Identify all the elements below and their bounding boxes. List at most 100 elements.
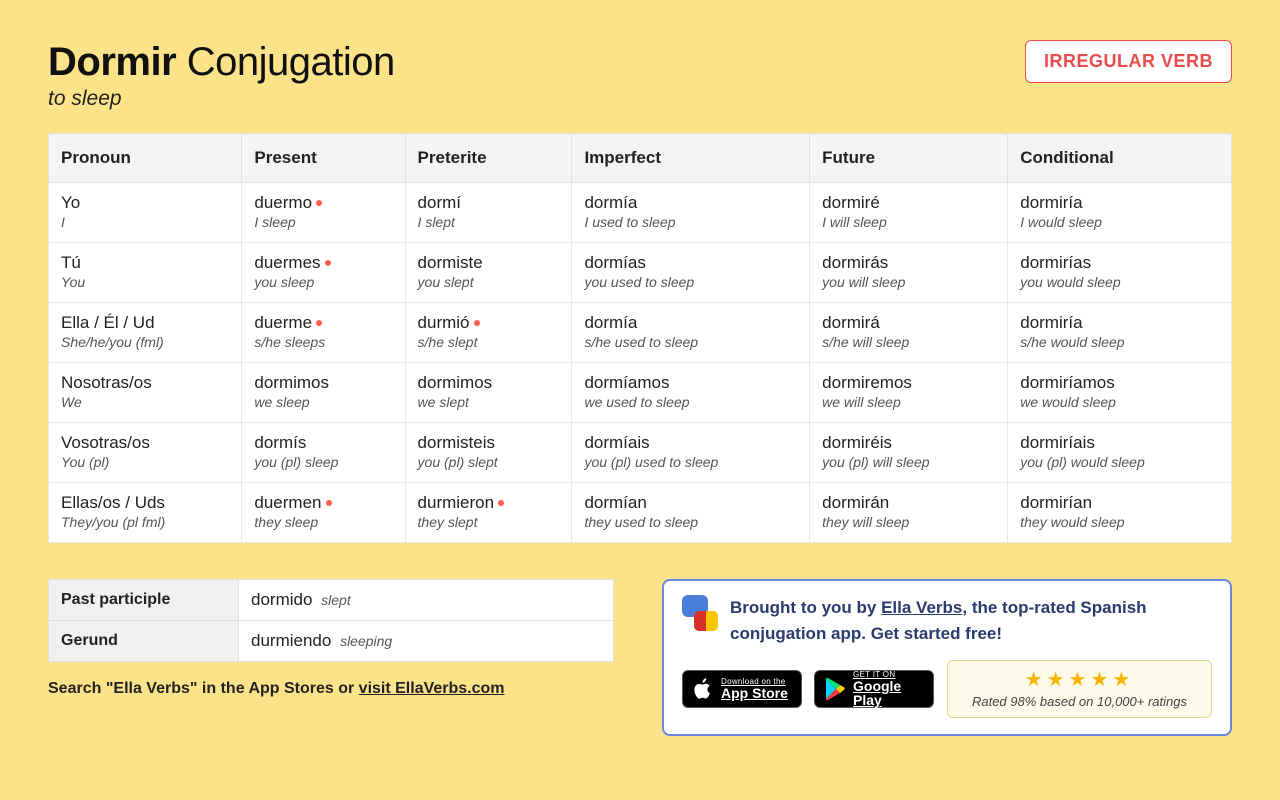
pronoun-main: Tú	[61, 253, 229, 273]
conjugation-sub: you slept	[418, 274, 560, 290]
past-participle-sub: slept	[321, 592, 351, 608]
conjugation-sub: you will sleep	[822, 274, 995, 290]
irregular-dot-icon	[325, 260, 331, 266]
conjugation-main: duermes	[254, 253, 392, 273]
conjugation-cell: dormías/he used to sleep	[572, 303, 810, 363]
conjugation-cell: dormisteisyou (pl) slept	[405, 423, 572, 483]
conjugation-sub: s/he slept	[418, 334, 560, 350]
conjugation-cell: dormíaI used to sleep	[572, 183, 810, 243]
irregular-dot-icon	[498, 500, 504, 506]
conjugation-cell: dormirías/he would sleep	[1008, 303, 1232, 363]
conjugation-cell: duermes/he sleeps	[242, 303, 405, 363]
conjugation-sub: we would sleep	[1020, 394, 1219, 410]
conjugation-main: dormía	[584, 193, 797, 213]
conjugation-main: dormirán	[822, 493, 995, 513]
conjugation-main: dormí	[418, 193, 560, 213]
conjugation-cell: dormiréisyou (pl) will sleep	[810, 423, 1008, 483]
conjugation-cell: duermesyou sleep	[242, 243, 405, 303]
conjugation-main: duerme	[254, 313, 392, 333]
pronoun-sub: You (pl)	[61, 454, 229, 470]
conjugation-cell: duermoI sleep	[242, 183, 405, 243]
conjugation-cell: dormiríaisyou (pl) would sleep	[1008, 423, 1232, 483]
conjugation-main: dormiré	[822, 193, 995, 213]
play-icon	[825, 678, 845, 700]
conjugation-main: dormíais	[584, 433, 797, 453]
participle-table: Past participle dormido slept Gerund dur…	[48, 579, 614, 662]
appstore-line2: App Store	[721, 686, 788, 700]
conjugation-sub: they slept	[418, 514, 560, 530]
page-title: Dormir Conjugation	[48, 40, 395, 85]
conjugation-sub: I sleep	[254, 214, 392, 230]
column-header: Preterite	[405, 134, 572, 183]
conjugation-sub: you (pl) slept	[418, 454, 560, 470]
pronoun-cell: Vosotras/osYou (pl)	[49, 423, 242, 483]
conjugation-cell: duermenthey sleep	[242, 483, 405, 543]
gerund-value: durmiendo	[251, 631, 331, 650]
conjugation-cell: dormiránthey will sleep	[810, 483, 1008, 543]
conjugation-main: duermo	[254, 193, 392, 213]
conjugation-cell: dormísyou (pl) sleep	[242, 423, 405, 483]
conjugation-sub: s/he used to sleep	[584, 334, 797, 350]
conjugation-sub: s/he sleeps	[254, 334, 392, 350]
conjugation-sub: I used to sleep	[584, 214, 797, 230]
verb-translation: to sleep	[48, 87, 395, 111]
conjugation-cell: dormíamoswe used to sleep	[572, 363, 810, 423]
conjugation-main: dormíamos	[584, 373, 797, 393]
conjugation-cell: dormiremoswe will sleep	[810, 363, 1008, 423]
conjugation-cell: dormimoswe slept	[405, 363, 572, 423]
pronoun-main: Vosotras/os	[61, 433, 229, 453]
conjugation-sub: we sleep	[254, 394, 392, 410]
conjugation-main: dormisteis	[418, 433, 560, 453]
conjugation-sub: s/he will sleep	[822, 334, 995, 350]
conjugation-main: durmió	[418, 313, 560, 333]
promo-box: Brought to you by Ella Verbs, the top-ra…	[662, 579, 1232, 736]
column-header: Future	[810, 134, 1008, 183]
rating-line: Rated 98% based on 10,000+ ratings	[972, 694, 1187, 709]
table-row: TúYouduermesyou sleepdormisteyou sleptdo…	[49, 243, 1232, 303]
promo-link[interactable]: Ella Verbs	[881, 598, 962, 617]
conjugation-main: duermen	[254, 493, 392, 513]
rating-box: ★★★★★ Rated 98% based on 10,000+ ratings	[947, 660, 1212, 718]
conjugation-cell: dormirás/he will sleep	[810, 303, 1008, 363]
play-store-badge[interactable]: GET IT ON Google Play	[814, 670, 934, 708]
visit-link[interactable]: visit EllaVerbs.com	[359, 680, 505, 697]
pronoun-cell: TúYou	[49, 243, 242, 303]
table-row: Ella / Él / UdShe/he/you (fml)duermes/he…	[49, 303, 1232, 363]
pronoun-cell: YoI	[49, 183, 242, 243]
gerund-sub: sleeping	[340, 633, 392, 649]
conjugation-cell: durmiós/he slept	[405, 303, 572, 363]
conjugation-sub: we will sleep	[822, 394, 995, 410]
conjugation-cell: dormisteyou slept	[405, 243, 572, 303]
conjugation-main: dormimos	[254, 373, 392, 393]
conjugation-sub: they sleep	[254, 514, 392, 530]
irregular-badge: IRREGULAR VERB	[1025, 40, 1232, 83]
conjugation-sub: we slept	[418, 394, 560, 410]
app-store-badge[interactable]: Download on the App Store	[682, 670, 802, 708]
conjugation-sub: you sleep	[254, 274, 392, 290]
title-suffix: Conjugation	[187, 40, 395, 84]
conjugation-main: durmieron	[418, 493, 560, 513]
conjugation-sub: I slept	[418, 214, 560, 230]
conjugation-main: dormís	[254, 433, 392, 453]
conjugation-cell: dormíanthey used to sleep	[572, 483, 810, 543]
pronoun-sub: We	[61, 394, 229, 410]
pronoun-cell: Ellas/os / UdsThey/you (pl fml)	[49, 483, 242, 543]
pronoun-cell: Nosotras/osWe	[49, 363, 242, 423]
verb-name: Dormir	[48, 40, 176, 84]
pronoun-sub: She/he/you (fml)	[61, 334, 229, 350]
pronoun-sub: I	[61, 214, 229, 230]
conjugation-cell: durmieronthey slept	[405, 483, 572, 543]
irregular-dot-icon	[316, 200, 322, 206]
table-row: Ellas/os / UdsThey/you (pl fml)duermenth…	[49, 483, 1232, 543]
table-row: Nosotras/osWe dormimoswe sleep dormimoswe …	[49, 363, 1232, 423]
conjugation-main: dormiría	[1020, 193, 1219, 213]
conjugation-cell: dormiríanthey would sleep	[1008, 483, 1232, 543]
conjugation-main: dormirá	[822, 313, 995, 333]
conjugation-main: dormía	[584, 313, 797, 333]
table-row: YoIduermoI sleepdormíI sleptdormíaI used…	[49, 183, 1232, 243]
pronoun-main: Nosotras/os	[61, 373, 229, 393]
pronoun-main: Yo	[61, 193, 229, 213]
irregular-dot-icon	[316, 320, 322, 326]
past-participle-value: dormido	[251, 590, 312, 609]
conjugation-cell: dormiréI will sleep	[810, 183, 1008, 243]
